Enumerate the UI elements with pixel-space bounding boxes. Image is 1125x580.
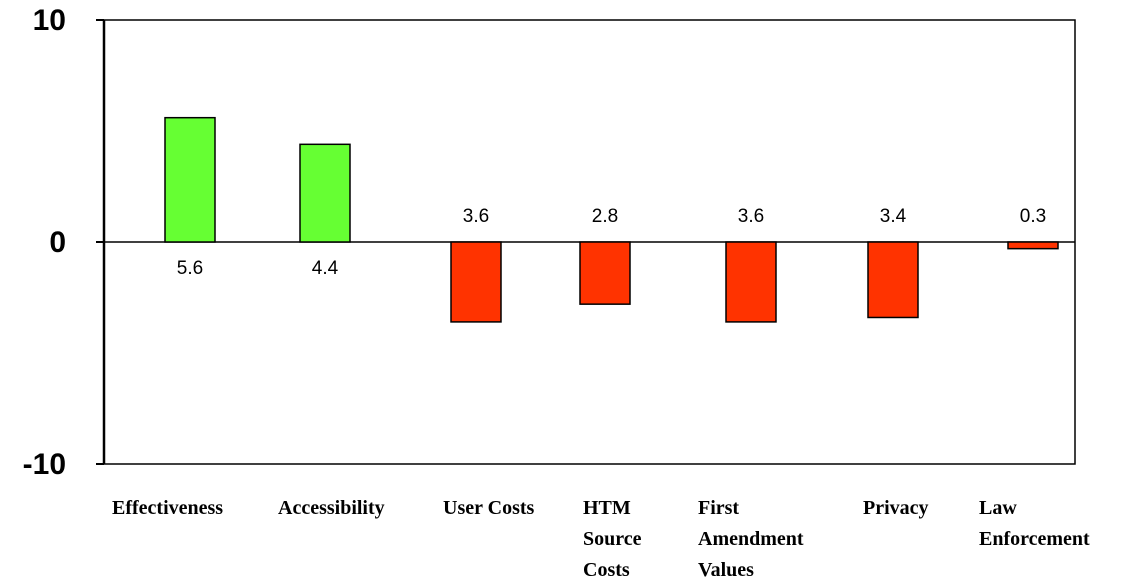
bar: [1007, 241, 1059, 250]
data-label: 0.3: [1020, 206, 1046, 227]
y-tick-label: -10: [23, 448, 66, 481]
y-tick-label: 10: [33, 4, 66, 37]
category-label: Law Enforcement: [979, 497, 1090, 550]
bar: [450, 241, 502, 323]
y-tick-label: 0: [49, 226, 66, 259]
category-label: User Costs: [443, 497, 535, 519]
bar: [299, 143, 351, 243]
data-label: 4.4: [312, 258, 339, 279]
category-label: HTM Source Costs: [583, 497, 642, 580]
data-label: 3.6: [463, 206, 489, 227]
category-label: Privacy: [863, 497, 929, 519]
category-label: Effectiveness: [112, 497, 223, 519]
data-label: 3.4: [880, 206, 907, 227]
data-label: 2.8: [592, 206, 618, 227]
category-labels: Effectiveness Accessibility User Costs HTM S…: [112, 497, 1090, 580]
y-axis-ticks: 10 0 -10: [23, 4, 104, 481]
data-label: 5.6: [177, 258, 203, 279]
category-label: First Amendment Values: [698, 497, 804, 580]
bars: [164, 116, 1059, 323]
category-label: Accessibility: [278, 497, 385, 519]
bar: [579, 241, 631, 305]
bar: [164, 116, 216, 243]
data-label: 3.6: [738, 206, 764, 227]
bar: [725, 241, 777, 323]
bar: [867, 241, 919, 319]
data-labels: 5.6 4.4 3.6 2.8 3.6 3.4 0.3: [177, 206, 1046, 279]
